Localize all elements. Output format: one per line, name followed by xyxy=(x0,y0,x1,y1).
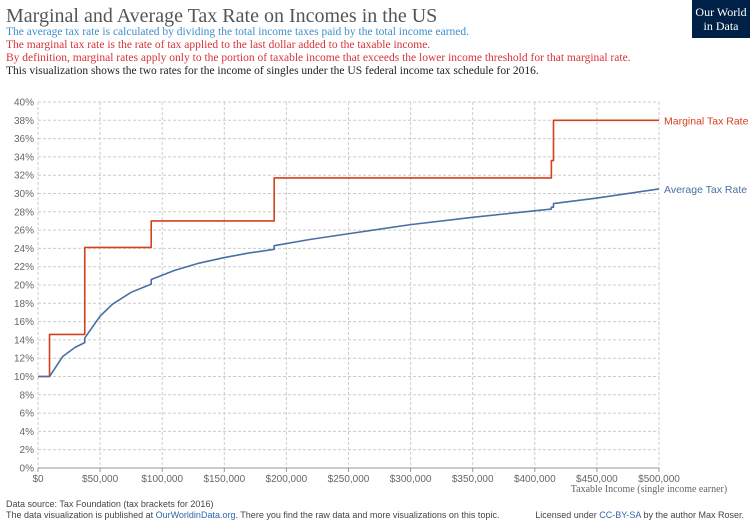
legend-label: Average Tax Rate xyxy=(664,184,747,196)
x-tick-label: $50,000 xyxy=(82,474,119,485)
x-tick-label: $100,000 xyxy=(141,474,183,485)
x-tick-label: $300,000 xyxy=(390,474,432,485)
y-tick-label: 26% xyxy=(14,226,34,237)
footer-text: . There you find the raw data and more v… xyxy=(235,510,499,520)
y-tick-label: 24% xyxy=(14,244,34,255)
x-tick-label: $350,000 xyxy=(452,474,494,485)
y-tick-label: 40% xyxy=(14,98,34,109)
x-tick-label: $400,000 xyxy=(514,474,556,485)
footer-published: The data visualization is published at O… xyxy=(6,510,499,520)
subtitle-line: This visualization shows the two rates f… xyxy=(6,65,539,77)
y-tick-label: 10% xyxy=(14,372,34,383)
series-line xyxy=(38,188,660,378)
x-tick-label: $0 xyxy=(32,474,44,485)
subtitle-line: The marginal tax rate is the rate of tax… xyxy=(6,39,430,51)
footer-link[interactable]: CC-BY-SA xyxy=(599,510,641,520)
y-tick-label: 18% xyxy=(14,299,34,310)
y-tick-label: 34% xyxy=(14,152,34,163)
y-tick-label: 12% xyxy=(14,354,34,365)
y-tick-label: 32% xyxy=(14,171,34,182)
x-tick-label: $500,000 xyxy=(638,474,680,485)
logo-text[interactable]: Our World xyxy=(695,5,746,19)
logo-box[interactable] xyxy=(692,0,750,38)
chart-title: Marginal and Average Tax Rate on Incomes… xyxy=(6,5,437,27)
x-tick-label: $200,000 xyxy=(266,474,308,485)
y-tick-label: 16% xyxy=(14,317,34,328)
y-tick-label: 6% xyxy=(20,409,35,420)
footer-text: The data visualization is published at xyxy=(6,510,156,520)
y-tick-label: 22% xyxy=(14,262,34,273)
x-tick-label: $250,000 xyxy=(328,474,370,485)
y-tick-label: 14% xyxy=(14,335,34,346)
x-axis-label: Taxable Income (single income earner) xyxy=(571,484,727,495)
footer-source: Data source: Tax Foundation (tax bracket… xyxy=(6,499,213,509)
logo-text[interactable]: in Data xyxy=(704,19,740,33)
y-tick-label: 38% xyxy=(14,116,34,127)
legend-label: Marginal Tax Rate xyxy=(664,115,749,127)
subtitle-line: By definition, marginal rates apply only… xyxy=(6,52,631,64)
footer-text: Licensed under xyxy=(535,510,599,520)
y-tick-label: 30% xyxy=(14,189,34,200)
y-tick-label: 2% xyxy=(20,445,35,456)
y-tick-label: 4% xyxy=(20,427,35,438)
footer-link[interactable]: OurWorldinData.org xyxy=(156,510,236,520)
y-tick-label: 20% xyxy=(14,281,34,292)
y-tick-label: 28% xyxy=(14,207,34,218)
footer-text: by the author Max Roser. xyxy=(641,510,744,520)
series-line xyxy=(38,119,659,378)
x-tick-label: $450,000 xyxy=(576,474,618,485)
x-tick-label: $150,000 xyxy=(203,474,245,485)
y-tick-label: 36% xyxy=(14,134,34,145)
footer-license: Licensed under CC-BY-SA by the author Ma… xyxy=(535,510,744,520)
subtitle-line: The average tax rate is calculated by di… xyxy=(6,26,469,38)
y-tick-label: 8% xyxy=(20,390,35,401)
y-tick-label: 0% xyxy=(20,464,35,475)
